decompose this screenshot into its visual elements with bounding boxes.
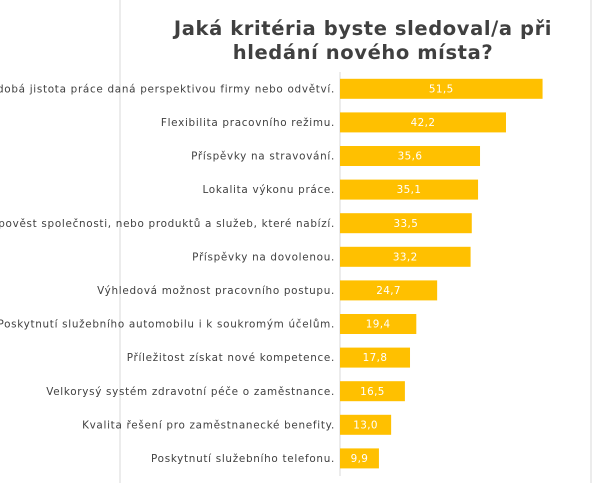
bar-chart: Jaká kritéria byste sledoval/a při hledá… [0,0,600,483]
value-label: 19,4 [366,319,391,331]
value-label: 35,1 [397,184,422,196]
value-label: 51,5 [429,83,454,95]
category-label: Příležitost získat nové kompetence. [127,352,335,364]
value-label: 16,5 [360,386,385,398]
category-label: Poskytnutí služebního automobilu i k sou… [0,319,335,331]
chart-title-line-2: hledání nového místa? [233,41,494,64]
category-label: Flexibilita pracovního režimu. [161,117,335,129]
chart-background [0,0,600,483]
value-label: 42,2 [411,117,436,129]
value-label: 13,0 [353,419,378,431]
chart-title-line-1: Jaká kritéria byste sledoval/a při [172,17,552,40]
category-label: Kvalita řešení pro zaměstnanecké benefit… [82,419,335,431]
value-label: 17,8 [363,352,388,364]
category-label: Dlouhodobá jistota práce daná perspektiv… [0,83,335,95]
value-label: 33,5 [394,218,419,230]
category-label: Velkorysý systém zdravotní péče o zaměst… [46,386,335,398]
value-label: 33,2 [393,251,418,263]
category-label: Lokalita výkonu práce. [202,184,335,196]
value-label: 35,6 [398,151,423,163]
category-label: Dobrá pověst společnosti, nebo produktů … [0,218,335,230]
category-label: Příspěvky na stravování. [191,151,335,163]
value-label: 9,9 [351,453,369,465]
category-label: Příspěvky na dovolenou. [192,251,335,263]
category-label: Poskytnutí služebního telefonu. [151,453,335,465]
value-label: 24,7 [376,285,401,297]
category-label: Výhledová možnost pracovního postupu. [97,285,335,297]
